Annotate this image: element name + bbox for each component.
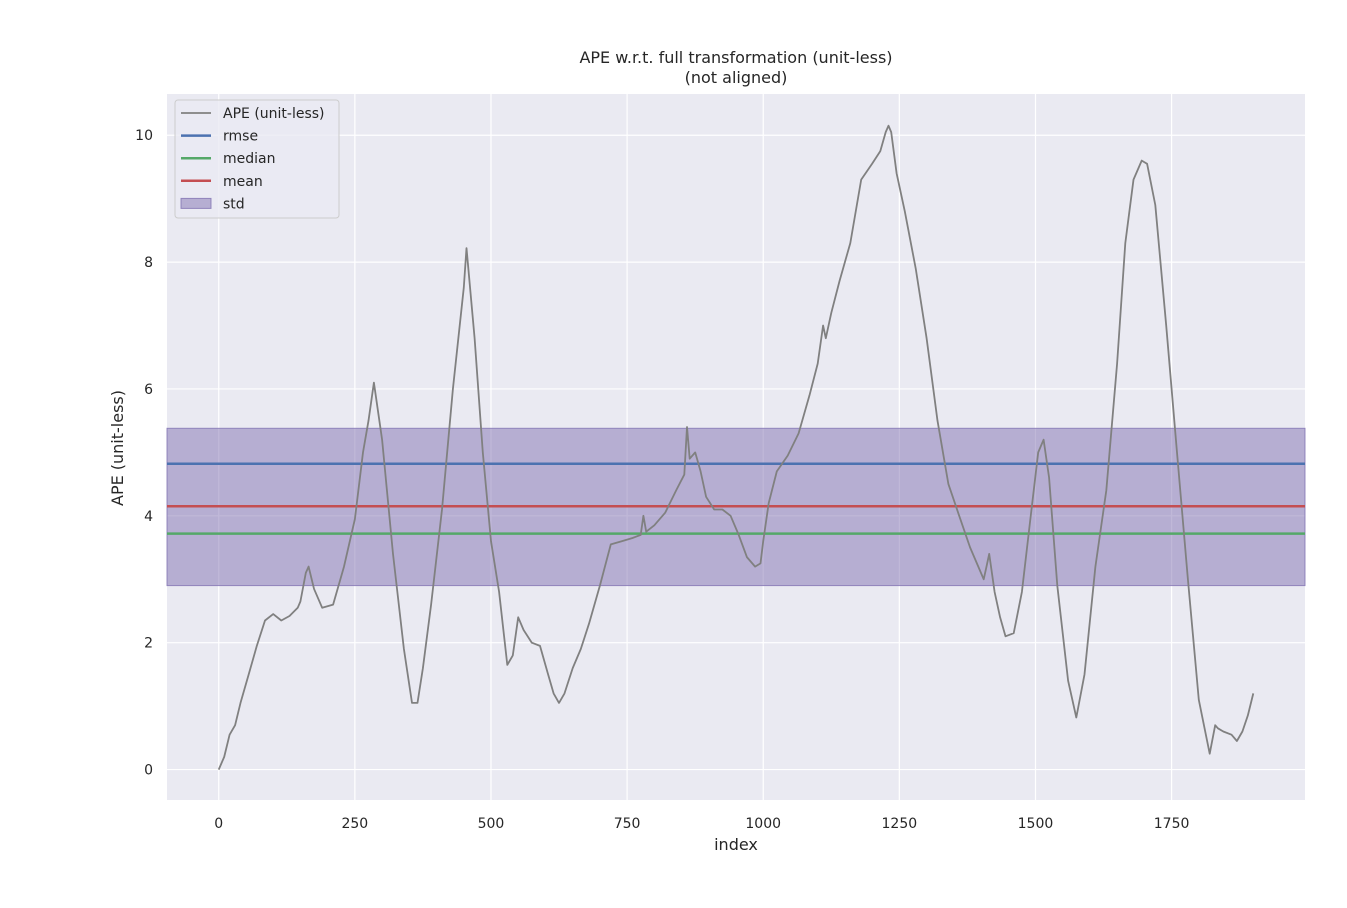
y-axis-label: APE (unit-less) [108,390,127,506]
legend-label: rmse [223,129,258,145]
chart-subtitle: (not aligned) [685,68,788,87]
x-tick-label: 500 [478,816,505,832]
y-tick-label: 6 [144,382,153,398]
legend-label: mean [223,174,263,190]
legend: APE (unit-less) rmse median mean std [174,99,340,219]
y-tick-label: 8 [144,255,153,271]
x-tick-label: 1000 [745,816,781,832]
legend-label: std [223,196,245,212]
y-tick-label: 2 [144,636,153,652]
ape-series-line [217,124,1255,770]
x-axis-label: index [714,835,758,854]
x-tick-label: 250 [341,816,368,832]
x-tick-labels: 0 250 500 750 1000 1250 1500 1750 [214,816,1189,832]
legend-label: median [223,151,275,167]
legend-swatch-std [180,197,212,209]
y-tick-label: 4 [144,509,153,525]
x-tick-label: 1750 [1154,816,1190,832]
x-tick-label: 0 [214,816,223,832]
x-tick-label: 1500 [1018,816,1054,832]
legend-frame [174,99,340,219]
y-tick-label: 0 [144,763,153,779]
series-layer [217,124,1255,770]
x-tick-label: 1250 [882,816,918,832]
legend-label: APE (unit-less) [223,106,325,122]
y-tick-label: 10 [135,128,153,144]
chart-title: APE w.r.t. full transformation (unit-les… [579,48,892,67]
y-tick-labels: 0 2 4 6 8 10 [135,128,153,778]
x-tick-label: 750 [614,816,641,832]
